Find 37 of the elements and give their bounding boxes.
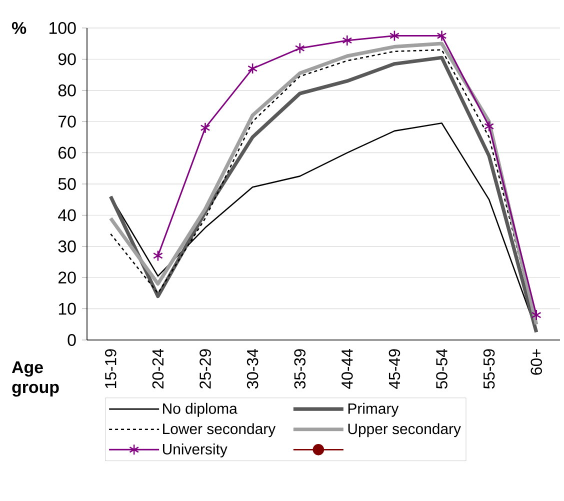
y-tick-label: 90 [58, 53, 76, 66]
y-tick-label: 20 [58, 272, 76, 284]
x-tick-label: 45-49 [388, 349, 400, 389]
y-tick-label: 0 [68, 334, 76, 346]
y-tick-label: 10 [58, 302, 76, 315]
legend-label: University [162, 444, 228, 458]
legend-label: Primary [348, 402, 399, 417]
x-tick-label: 25-29 [200, 349, 211, 388]
x-tick-label: 30-34 [246, 348, 258, 389]
y-tick-label: 80 [58, 84, 76, 96]
y-axis-title: % [12, 22, 26, 34]
point [152, 250, 163, 262]
point [389, 30, 400, 42]
x-tick-label: 15-19 [105, 349, 116, 388]
point [531, 309, 542, 321]
y-tick-label: 100 [50, 22, 76, 34]
point [200, 122, 210, 134]
point [294, 42, 305, 54]
x-tick-label: 40-44 [342, 348, 353, 389]
y-tick-label: 70 [58, 116, 76, 128]
point [436, 30, 447, 42]
point [484, 120, 494, 132]
y-tick-label: 50 [58, 178, 76, 190]
y-tick-label: 40 [58, 209, 76, 222]
x-tick-label: 60+ [530, 349, 542, 375]
x-tick-label: 20-24 [152, 348, 164, 388]
x-axis-title: Age group [12, 361, 59, 397]
x-tick-label: 55-59 [483, 349, 495, 389]
legend-label: No diploma [163, 402, 238, 417]
y-tick-label: 60 [58, 146, 76, 159]
x-tick-label: 50-54 [436, 348, 448, 389]
point [342, 34, 352, 46]
y-tick-label: 30 [58, 240, 76, 252]
point [248, 62, 258, 74]
legend-label: Lower secondary [163, 423, 276, 438]
x-tick-label: 35-39 [294, 349, 306, 389]
legend-label: Upper secondary [348, 423, 461, 438]
